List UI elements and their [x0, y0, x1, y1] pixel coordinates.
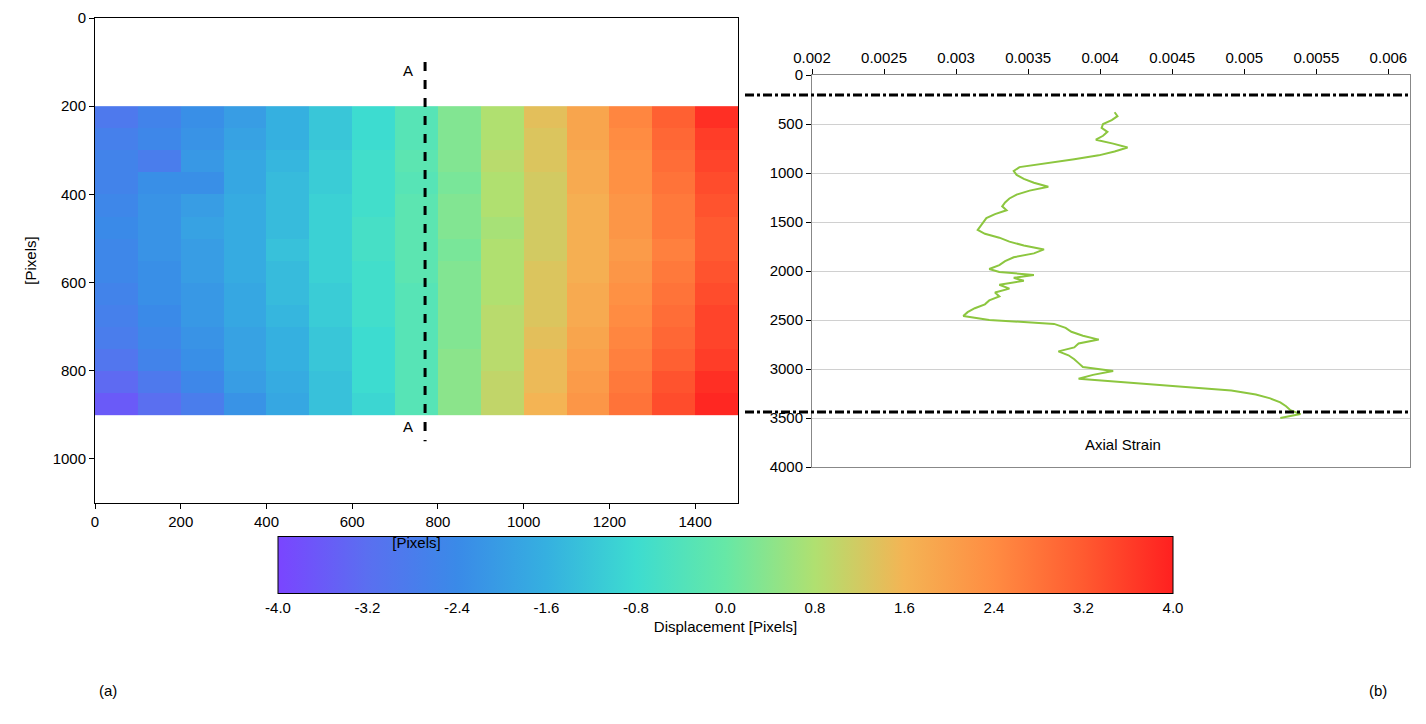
svg-text:500: 500 [778, 115, 803, 132]
svg-text:800: 800 [425, 513, 450, 530]
svg-text:1000: 1000 [770, 164, 803, 181]
svg-text:(b): (b) [1369, 682, 1387, 699]
svg-text:0.006: 0.006 [1370, 49, 1408, 66]
svg-text:-3.2: -3.2 [355, 599, 381, 616]
svg-text:0.003: 0.003 [937, 49, 975, 66]
svg-text:1.6: 1.6 [894, 599, 915, 616]
svg-text:0.0055: 0.0055 [1293, 49, 1339, 66]
svg-text:[Pixels]: [Pixels] [392, 534, 440, 551]
svg-text:-1.6: -1.6 [534, 599, 560, 616]
svg-text:0.0: 0.0 [715, 599, 736, 616]
svg-text:600: 600 [340, 513, 365, 530]
svg-text:0: 0 [795, 66, 803, 83]
svg-text:-2.4: -2.4 [444, 599, 470, 616]
svg-text:0.0035: 0.0035 [1005, 49, 1051, 66]
svg-text:200: 200 [61, 97, 86, 114]
svg-text:-4.0: -4.0 [265, 599, 291, 616]
svg-text:400: 400 [61, 186, 86, 203]
svg-text:0: 0 [78, 9, 86, 26]
svg-text:0: 0 [91, 513, 99, 530]
svg-text:[Pixels]: [Pixels] [22, 236, 39, 284]
svg-text:0.005: 0.005 [1226, 49, 1264, 66]
svg-text:800: 800 [61, 362, 86, 379]
svg-text:A: A [403, 418, 413, 435]
svg-text:2000: 2000 [770, 262, 803, 279]
svg-text:0.0025: 0.0025 [861, 49, 907, 66]
svg-text:Displacement [Pixels]: Displacement [Pixels] [654, 618, 797, 635]
svg-text:0.004: 0.004 [1081, 49, 1119, 66]
svg-text:400: 400 [254, 513, 279, 530]
svg-text:0.002: 0.002 [793, 49, 831, 66]
svg-text:2500: 2500 [770, 311, 803, 328]
svg-text:1000: 1000 [53, 450, 86, 467]
svg-text:200: 200 [168, 513, 193, 530]
svg-text:0.8: 0.8 [805, 599, 826, 616]
svg-text:600: 600 [61, 274, 86, 291]
svg-text:1500: 1500 [770, 213, 803, 230]
svg-text:0.0045: 0.0045 [1149, 49, 1195, 66]
svg-text:1000: 1000 [507, 513, 540, 530]
svg-text:4000: 4000 [770, 458, 803, 475]
svg-text:3500: 3500 [770, 409, 803, 426]
svg-text:3000: 3000 [770, 360, 803, 377]
svg-text:4.0: 4.0 [1163, 599, 1184, 616]
svg-text:1400: 1400 [678, 513, 711, 530]
svg-text:Axial Strain: Axial Strain [1085, 436, 1161, 453]
svg-text:(a): (a) [99, 682, 117, 699]
svg-text:A: A [403, 62, 413, 79]
svg-text:-0.8: -0.8 [623, 599, 649, 616]
svg-text:3.2: 3.2 [1073, 599, 1094, 616]
svg-text:2.4: 2.4 [984, 599, 1005, 616]
svg-text:1200: 1200 [593, 513, 626, 530]
